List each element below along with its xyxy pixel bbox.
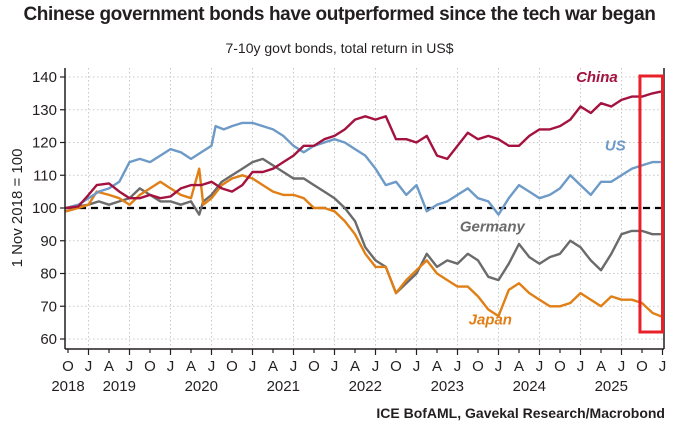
x-year-label: 2022 (349, 378, 382, 395)
x-tick-label: A (432, 358, 442, 375)
source-note: ICE BofAML, Gavekal Research/Macrobond (376, 405, 665, 421)
highlight-group (638, 74, 665, 334)
y-tick-label: 100 (32, 200, 57, 217)
x-year-label: 2024 (513, 378, 546, 395)
y-tick-label: 70 (40, 298, 57, 315)
x-tick-label: J (249, 358, 257, 375)
x-tick-label: J (167, 358, 175, 375)
series-line-china (64, 90, 662, 210)
x-tick-label: J (577, 358, 585, 375)
x-year-label: 2019 (103, 378, 136, 395)
y-axis-ticks: 60 70 80 90 100 110 120 130 140 (32, 69, 65, 348)
series-line-us (64, 121, 662, 216)
x-tick-label: O (62, 358, 74, 375)
x-tick-label: A (596, 358, 606, 375)
x-tick-label: J (618, 358, 626, 375)
x-tick-label: O (472, 358, 484, 375)
series-label-us: US (605, 138, 626, 155)
series-label-china: China (576, 69, 618, 86)
x-tick-label: J (208, 358, 216, 375)
x-year-label: 2023 (431, 378, 464, 395)
x-tick-label: O (636, 358, 648, 375)
x-tick-label: J (495, 358, 503, 375)
series-line-germany (64, 157, 662, 295)
x-tick-label: J (126, 358, 134, 375)
x-tick-label: O (226, 358, 238, 375)
y-tick-label: 140 (32, 69, 57, 86)
x-tick-label: A (186, 358, 196, 375)
x-tick-label: J (331, 358, 339, 375)
x-tick-label: A (104, 358, 114, 375)
x-tick-label: J (413, 358, 421, 375)
x-tick-label: J (372, 358, 380, 375)
y-tick-label: 120 (32, 135, 57, 152)
highlight-box (638, 74, 665, 334)
series-labels: Germany Japan US China (460, 69, 626, 328)
x-tick-label: A (268, 358, 278, 375)
x-tick-label: A (350, 358, 360, 375)
y-tick-label: 60 (40, 331, 57, 348)
y-tick-label: 80 (40, 266, 57, 283)
x-year-label: 2025 (595, 378, 628, 395)
chart-subtitle: 7-10y govt bonds, total return in US$ (225, 40, 454, 56)
x-tick-label: J (454, 358, 462, 375)
x-tick-label: A (514, 358, 524, 375)
series-group (64, 90, 662, 318)
x-year-label: 2021 (267, 378, 300, 395)
y-tick-label: 130 (32, 102, 57, 119)
x-year-label: 2018 (51, 378, 84, 395)
series-label-germany: Germany (460, 219, 526, 236)
x-year-label: 2020 (185, 378, 218, 395)
x-tick-label: J (536, 358, 544, 375)
x-tick-label: J (85, 358, 93, 375)
x-tick-label: O (390, 358, 402, 375)
y-tick-label: 110 (33, 167, 57, 184)
y-axis-label: 1 Nov 2018 = 100 (9, 149, 26, 268)
x-tick-label: J (659, 358, 667, 375)
x-tick-label: O (308, 358, 320, 375)
x-tick-label: O (144, 358, 156, 375)
x-tick-label: J (290, 358, 298, 375)
series-line-japan (64, 167, 662, 318)
chart-title: Chinese government bonds have outperform… (23, 4, 656, 25)
series-label-japan: Japan (469, 311, 512, 328)
y-tick-label: 90 (40, 233, 57, 250)
x-tick-label: O (554, 358, 566, 375)
